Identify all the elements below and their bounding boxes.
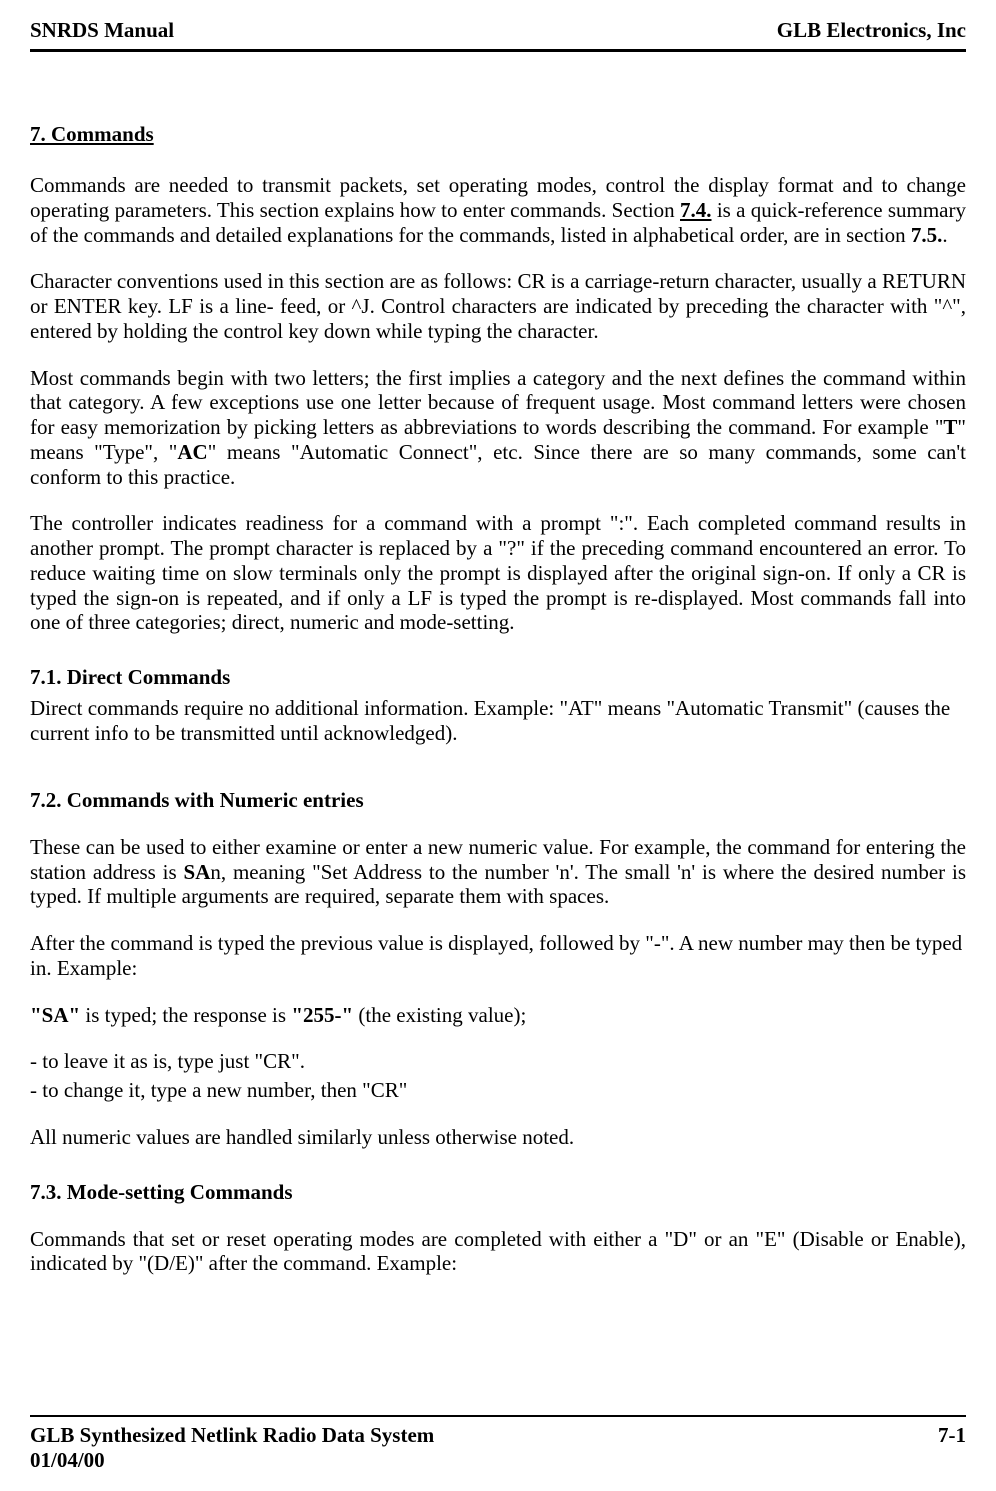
intro-para-4: The controller indicates readiness for a… [30, 511, 966, 635]
section-7-3-p1: Commands that set or reset operating mod… [30, 1227, 966, 1277]
section-7-2-line1: - to leave it as is, type just "CR". [30, 1049, 966, 1074]
footer-date: 01/04/00 [30, 1448, 966, 1473]
section-7-1-body: Direct commands require no additional in… [30, 696, 966, 746]
section-7-2-p1: These can be used to either examine or e… [30, 835, 966, 909]
intro-para-2: Character conventions used in this secti… [30, 269, 966, 343]
section-7-3-title: 7.3. Mode-setting Commands [30, 1180, 966, 1205]
footer-page-number: 7-1 [938, 1423, 966, 1448]
header-left: SNRDS Manual [30, 18, 174, 43]
section-7-2-title: 7.2. Commands with Numeric entries [30, 788, 966, 813]
section-7-1-title: 7.1. Direct Commands [30, 665, 966, 690]
section-7-2-p4: All numeric values are handled similarly… [30, 1125, 966, 1150]
intro-para-1: Commands are needed to transmit packets,… [30, 173, 966, 247]
section-7-2-p3: "SA" is typed; the response is "255-" (t… [30, 1003, 966, 1028]
intro-para-3: Most commands begin with two letters; th… [30, 366, 966, 490]
footer-rule [30, 1415, 966, 1417]
section-7-2-p2: After the command is typed the previous … [30, 931, 966, 981]
chapter-title: 7. Commands [30, 122, 966, 147]
footer-left: GLB Synthesized Netlink Radio Data Syste… [30, 1423, 434, 1448]
section-7-2-line2: - to change it, type a new number, then … [30, 1078, 966, 1103]
header-right: GLB Electronics, Inc [777, 18, 966, 43]
